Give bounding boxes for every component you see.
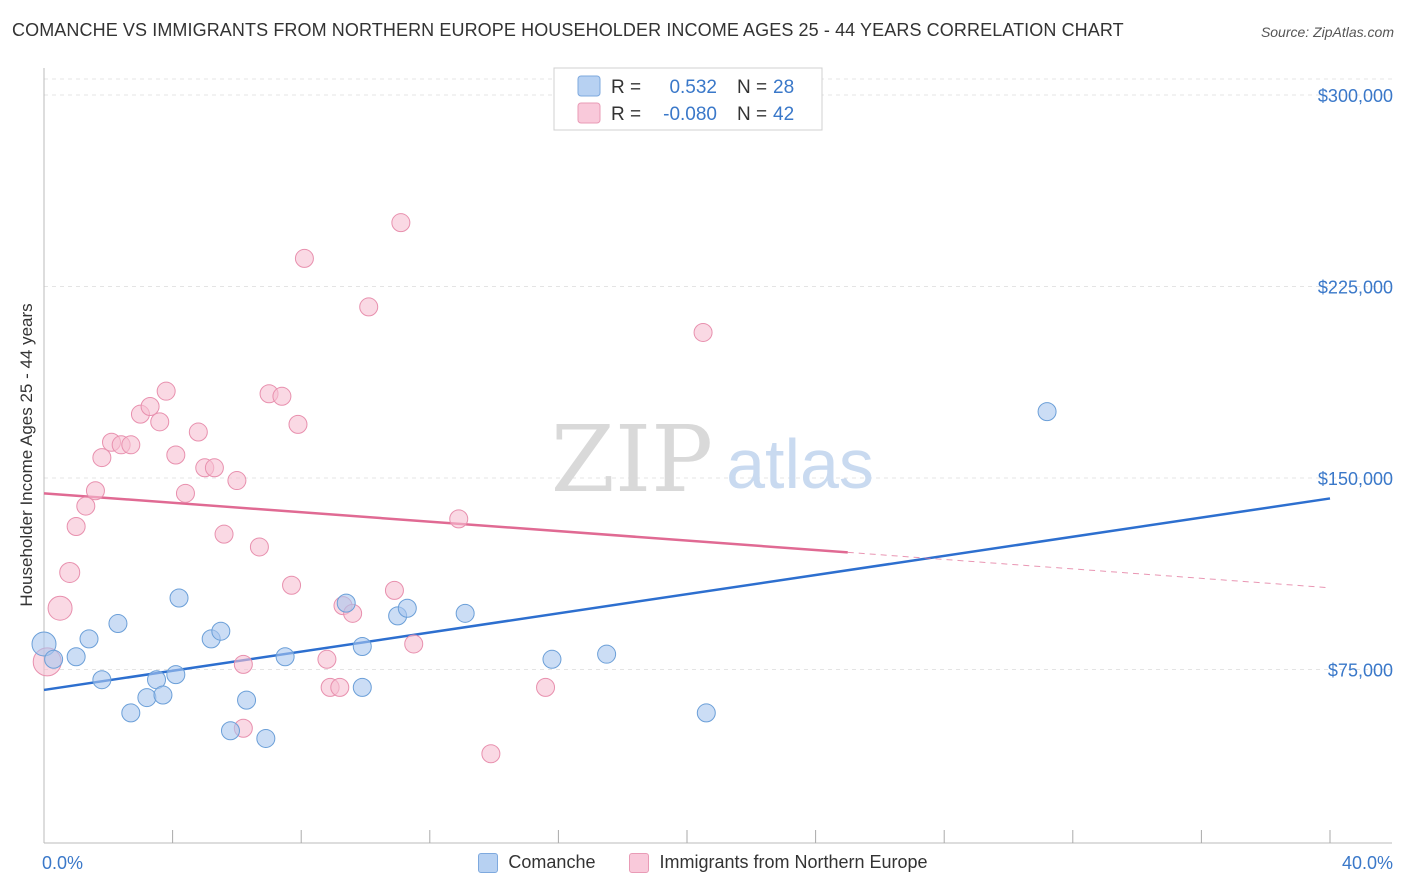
immigrants-point-3 [66,517,86,537]
y-tick-label-2: $225,000 [1318,278,1393,298]
legend-swatch-comanche [577,75,601,97]
immigrants-point-38 [449,509,469,529]
immigrants-point-26 [282,575,302,595]
legend-r-value-2: -0.080 [663,104,717,125]
immigrants-point-9 [121,435,141,455]
trend-lines [43,492,1331,692]
comanche-point-4 [92,670,112,690]
immigrants-point-34 [359,297,379,317]
immigrants-point-25 [272,386,292,406]
immigrants-point-15 [175,483,195,503]
comanche-point-15 [237,690,257,710]
comanche-point-24 [542,649,562,669]
comanche-point-27 [1037,402,1057,422]
comanche-point-19 [352,637,372,657]
immigrants-trend-line-extension [847,551,1331,589]
comanche-point-2 [66,647,86,667]
immigrants-point-29 [317,649,337,669]
bottom-legend: Comanche Immigrants from Northern Europe [0,852,1406,873]
comanche-point-10 [166,665,186,685]
immigrants-point-40 [536,677,556,697]
immigrants-point-31 [330,677,350,697]
comanche-point-17 [275,647,295,667]
comanche-swatch [478,852,499,873]
comanche-point-5 [108,614,128,634]
immigrants-point-14 [166,445,186,465]
comanche-point-11 [169,588,189,608]
immigrants-point-2 [59,561,81,583]
comanche-trend-line [43,497,1331,692]
immigrants-point-6 [92,448,112,468]
x-axis-tick-labels: 0.0% 40.0% [42,853,1393,873]
comanche-point-18 [336,593,356,613]
y-tick-label-3: $300,000 [1318,86,1393,106]
comanche-point-20 [352,677,372,697]
comanche-point-1 [44,649,64,669]
watermark: ZIP atlas [551,406,874,513]
immigrants-point-18 [204,458,224,478]
y-tick-label-1: $150,000 [1318,469,1393,489]
comanche-point-25 [597,644,617,664]
comanche-point-6 [121,703,141,723]
immigrants-point-5 [85,481,105,501]
immigrants-point-28 [294,248,314,268]
legend-label-immigrants: Immigrants from Northern Europe [659,852,928,872]
legend-item-immigrants[interactable]: Immigrants from Northern Europe [629,852,928,873]
x-tick-label-min: 0.0% [42,853,83,873]
immigrants-point-21 [233,654,253,674]
correlation-legend: R = 0.532 N = 28 R = -0.080 N = 42 [553,67,823,131]
comanche-point-14 [220,721,240,741]
legend-swatch-immigrants [577,102,601,124]
immigrants-trend-line [43,492,848,554]
immigrants-point-39 [481,744,501,764]
immigrants-point-12 [150,412,170,432]
comanche-point-22 [397,598,417,618]
data-points [31,213,1057,764]
immigrants-point-13 [156,381,176,401]
legend-n-label-2: N = [737,104,767,125]
legend-label-comanche: Comanche [508,852,596,872]
immigrants-point-27 [288,414,308,434]
comanche-point-9 [153,685,173,705]
immigrants-swatch [629,852,650,873]
immigrants-point-37 [404,634,424,654]
x-tick-label-max: 40.0% [1342,853,1393,873]
watermark-zip: ZIP [551,406,713,513]
immigrants-point-11 [140,397,160,417]
legend-n-label-1: N = [737,77,767,98]
comanche-point-3 [79,629,99,649]
immigrants-point-41 [693,322,713,342]
immigrants-point-36 [391,213,411,233]
legend-item-comanche[interactable]: Comanche [478,852,595,873]
gridlines [44,78,1392,670]
immigrants-point-16 [188,422,208,442]
immigrants-point-35 [384,580,404,600]
legend-r-label-2: R = [611,104,641,125]
legend-r-value-1: 0.532 [669,77,717,98]
immigrants-point-19 [214,524,234,544]
immigrants-point-20 [227,471,247,491]
comanche-point-26 [696,703,716,723]
legend-n-value-2: 42 [773,104,794,125]
comanche-point-13 [211,621,231,641]
y-axis-title: Householder Income Ages 25 - 44 years [17,303,36,606]
comanche-point-7 [137,688,157,708]
immigrants-point-1 [47,595,73,621]
comanche-point-16 [256,728,276,748]
chart-title: COMANCHE VS IMMIGRANTS FROM NORTHERN EUR… [12,20,1124,40]
axes [43,68,1392,844]
immigrants-point-23 [249,537,269,557]
comanche-point-0 [31,631,57,657]
y-axis-tick-labels: $75,000 $150,000 $225,000 $300,000 [1318,86,1393,681]
watermark-atlas: atlas [726,425,874,503]
source-label: Source: ZipAtlas.com [1260,24,1394,40]
immigrants-point-4 [76,496,96,516]
legend-r-label-1: R = [611,77,641,98]
legend-n-value-1: 28 [773,77,794,98]
comanche-point-23 [455,603,475,623]
y-tick-label-0: $75,000 [1328,661,1393,681]
